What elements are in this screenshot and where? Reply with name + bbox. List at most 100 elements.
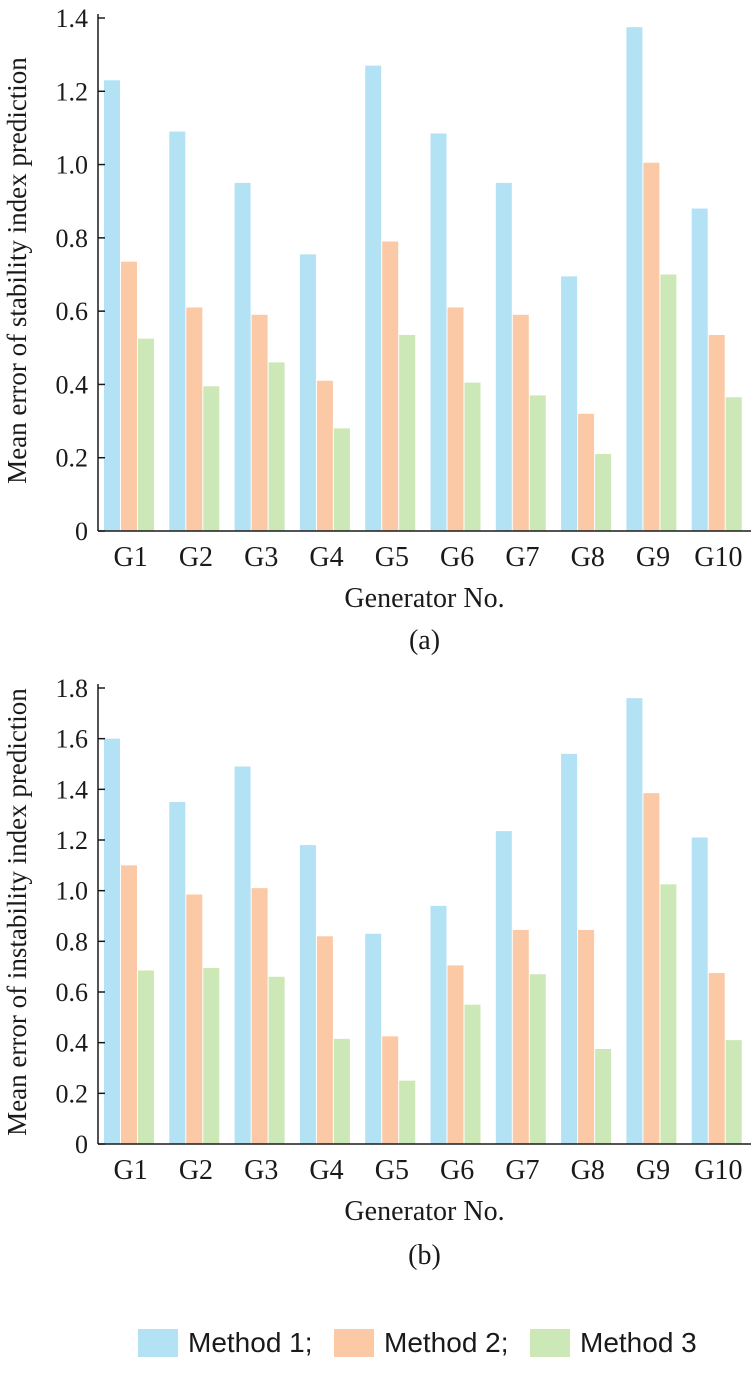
x-tick-label: G3	[244, 1155, 278, 1186]
bar-g1-method-3	[138, 970, 154, 1144]
y-tick-label: 0.8	[56, 224, 89, 253]
bar-g1-method-2	[121, 865, 137, 1144]
bar-g4-method-1	[299, 254, 316, 531]
bar-g4-method-2	[316, 380, 333, 531]
bar-g8-method-2	[578, 413, 595, 531]
bar-g1-method-3	[138, 338, 154, 532]
chart-b: 0 0.2 0.4 0.6 0.8 1.0 1.2 1.4 1.6 1.8 G1 G2 G3 G4 G5 G6…	[2, 674, 751, 1271]
bar-g10-method-1	[691, 208, 708, 532]
bar-g10-method-3	[725, 397, 742, 531]
bar-g9-method-3	[660, 274, 677, 531]
x-tick-label: G10	[694, 542, 742, 573]
y-tick-label: 0	[75, 517, 88, 546]
y-tick-label: 1.6	[56, 725, 89, 754]
x-tick-label: G1	[114, 1155, 148, 1186]
y-tick-label: 0.2	[56, 1079, 89, 1108]
bar-g10-method-3	[725, 1040, 742, 1144]
legend-label-method-1: Method 1;	[188, 1327, 313, 1358]
x-tick-label: G5	[375, 542, 409, 573]
chart-a: 0 0.2 0.4 0.6 0.8 1.0 1.2 1.4 G1 G2 G3 G4 G5 G6 G7 G8 G9…	[2, 4, 751, 656]
x-tick-label: G4	[309, 542, 343, 573]
legend-label-method-2: Method 2;	[384, 1327, 509, 1358]
bar-g8-method-1	[561, 753, 578, 1144]
bar-g8-method-2	[578, 929, 595, 1144]
bar-g1-method-1	[104, 80, 120, 531]
x-axis-label: Generator No.	[344, 1196, 504, 1227]
bar-g3-method-2	[251, 314, 268, 531]
bar-g6-method-2	[447, 307, 464, 531]
bar-g5-method-1	[365, 933, 382, 1144]
legend-swatch-method-3	[530, 1329, 570, 1357]
bar-g5-method-2	[382, 1036, 399, 1144]
bar-g6-method-3	[464, 1004, 481, 1144]
bar-g7-method-3	[529, 974, 546, 1144]
bar-g9-method-1	[626, 698, 643, 1144]
x-tick-label: G8	[571, 542, 605, 573]
y-tick-label: 1.2	[56, 826, 89, 855]
bar-g5-method-3	[399, 334, 416, 531]
y-tick-label: 0.2	[56, 444, 89, 473]
x-axis-label: Generator No.	[344, 583, 504, 614]
bar-g9-method-2	[643, 793, 660, 1144]
x-tick-label: G9	[636, 542, 670, 573]
bar-g7-method-3	[529, 395, 546, 531]
bar-g10-method-1	[691, 837, 708, 1144]
bar-g8-method-3	[595, 1049, 612, 1144]
x-tick-label: G9	[636, 1155, 670, 1186]
bar-g2-method-1	[169, 802, 186, 1144]
y-tick-label: 0.6	[56, 978, 89, 1007]
bar-g2-method-3	[203, 386, 220, 531]
bar-g2-method-2	[186, 894, 203, 1144]
y-tick-label: 1.4	[56, 4, 89, 33]
bar-g2-method-3	[203, 967, 220, 1144]
x-tick-label: G5	[375, 1155, 409, 1186]
x-tick-label: G8	[571, 1155, 605, 1186]
bar-g1-method-2	[121, 261, 137, 531]
y-tick-label: 1.4	[56, 775, 89, 804]
bar-g10-method-2	[708, 334, 725, 531]
x-tick-label: G7	[505, 542, 539, 573]
bar-g4-method-3	[333, 428, 350, 531]
y-tick-label: 0	[75, 1130, 88, 1159]
y-axis-label: Mean error of instability index predicti…	[2, 688, 32, 1136]
bar-g6-method-2	[447, 965, 464, 1144]
y-tick-label: 0.4	[56, 370, 89, 399]
x-tick-label: G6	[440, 542, 474, 573]
x-tick-label: G1	[114, 542, 148, 573]
chart-caption: (a)	[409, 625, 440, 656]
x-tick-label: G2	[179, 542, 213, 573]
legend-label-method-3: Method 3	[580, 1327, 697, 1358]
bar-g7-method-2	[512, 929, 529, 1144]
legend-item-method-2: Method 2;	[334, 1326, 509, 1360]
bar-g1-method-1	[104, 738, 120, 1144]
x-tick-label: G3	[244, 542, 278, 573]
bar-g8-method-1	[561, 276, 578, 531]
bar-g2-method-1	[169, 131, 186, 531]
y-axis-label: Mean error of stability index prediction	[2, 57, 32, 484]
x-tick-label: G2	[179, 1155, 213, 1186]
y-tick-label: 1.8	[56, 674, 89, 703]
bar-g6-method-3	[464, 382, 481, 531]
bar-g5-method-1	[365, 65, 382, 531]
legend-swatch-method-1	[138, 1329, 178, 1357]
bar-g3-method-1	[234, 182, 251, 531]
y-tick-label: 1.0	[56, 877, 89, 906]
bar-g6-method-1	[430, 133, 447, 531]
y-tick-label: 1.2	[56, 77, 89, 106]
legend: Method 1; Method 2; Method 3	[0, 1322, 751, 1366]
bar-g6-method-1	[430, 905, 447, 1144]
y-tick-label: 0.8	[56, 927, 89, 956]
bar-g3-method-3	[268, 362, 285, 531]
x-tick-label: G4	[309, 1155, 343, 1186]
x-tick-label: G6	[440, 1155, 474, 1186]
bar-g9-method-3	[660, 884, 677, 1144]
legend-item-method-3: Method 3	[530, 1326, 697, 1360]
bar-g2-method-2	[186, 307, 203, 531]
legend-item-method-1: Method 1;	[138, 1326, 313, 1360]
bar-g9-method-1	[626, 27, 643, 531]
y-tick-label: 0.6	[56, 297, 89, 326]
bar-g7-method-1	[495, 831, 512, 1144]
bar-g3-method-3	[268, 976, 285, 1144]
bar-g4-method-2	[316, 936, 333, 1144]
